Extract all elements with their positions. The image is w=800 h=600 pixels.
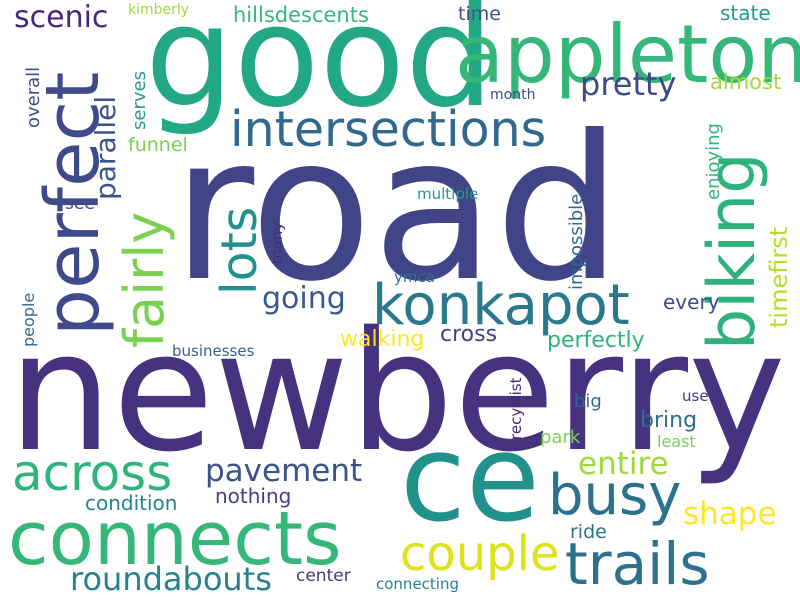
word-big: big xyxy=(574,391,602,412)
word-parallel: parallel xyxy=(89,95,122,200)
word-trails: trails xyxy=(565,530,710,598)
word-state: state xyxy=(720,1,771,25)
word-people: people xyxy=(19,292,38,347)
word-almost: almost xyxy=(710,70,782,94)
word-businesses: businesses xyxy=(172,342,255,360)
word-month: month xyxy=(490,87,536,103)
word-park: park xyxy=(540,427,581,448)
word-multiple: multiple xyxy=(417,185,479,203)
word-roundabouts: roundabouts xyxy=(70,560,272,598)
word-busy: busy xyxy=(548,463,682,528)
word-pavement: pavement xyxy=(205,453,363,489)
word-ymca: ymca xyxy=(394,268,435,286)
word-hillsdescents: hillsdescents xyxy=(233,3,369,27)
word-serves: serves xyxy=(129,71,150,130)
word-newberry: newberry xyxy=(8,296,786,488)
word-across: across xyxy=(12,444,173,502)
word-cross: cross xyxy=(440,322,498,347)
word-impossible: impossible xyxy=(566,193,587,290)
word-timefirst: timefirst xyxy=(765,226,793,328)
word-nothing: nothing xyxy=(215,484,292,508)
word-entire: entire xyxy=(578,446,669,482)
word-recyclist: recyclist xyxy=(507,377,525,440)
word-ride: ride xyxy=(570,521,607,543)
word-see: see xyxy=(65,194,95,214)
word-walking: walking xyxy=(340,327,425,352)
word-lots: lots xyxy=(211,206,268,295)
word-intersections: intersections xyxy=(230,101,547,158)
word-least: least xyxy=(657,432,696,451)
word-many: many xyxy=(268,221,286,264)
word-overall: overall xyxy=(23,66,44,128)
word-every: every xyxy=(663,290,720,314)
word-bring: bring xyxy=(640,408,698,433)
word-enjoying: enjoying xyxy=(703,123,724,200)
word-couple: couple xyxy=(400,526,560,582)
word-time: time xyxy=(458,3,501,25)
word-perfectly: perfectly xyxy=(547,328,645,353)
word-road: road xyxy=(172,93,622,326)
word-connecting: connecting xyxy=(376,575,459,593)
word-konkapot: konkapot xyxy=(372,273,630,338)
word-fairly: fairly xyxy=(113,211,176,348)
word-shape: shape xyxy=(683,496,777,532)
word-appleton: appleton xyxy=(455,8,800,101)
word-center: center xyxy=(296,566,351,586)
word-connects: connects xyxy=(8,496,342,582)
word-ce: ce xyxy=(400,410,540,549)
word-funnel: funnel xyxy=(128,134,188,156)
word-kimberly: kimberly xyxy=(128,2,190,18)
word-condition: condition xyxy=(85,491,178,515)
word-good: good xyxy=(145,0,495,139)
word-going: going xyxy=(262,281,346,316)
word-pretty: pretty xyxy=(580,65,677,103)
word-scenic: scenic xyxy=(14,0,109,35)
word-use: use xyxy=(682,387,709,405)
